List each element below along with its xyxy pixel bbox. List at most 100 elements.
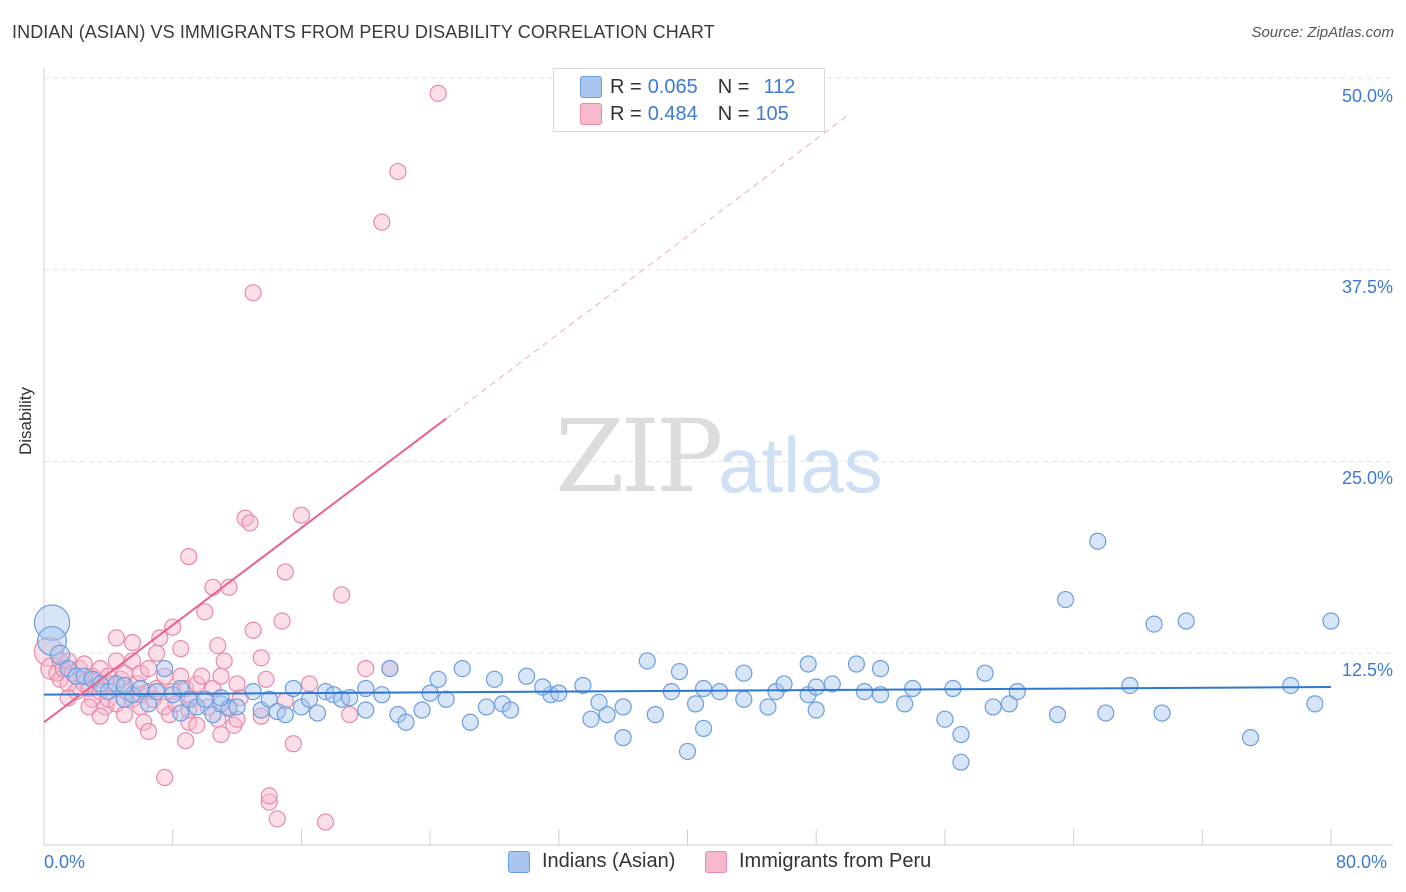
watermark-atlas: atlas bbox=[718, 421, 883, 509]
legend-swatch-blue bbox=[508, 850, 530, 873]
indians-point bbox=[799, 655, 817, 673]
peru-point bbox=[260, 793, 278, 811]
indians-point bbox=[148, 682, 166, 701]
indians-point bbox=[115, 676, 134, 695]
peru-point bbox=[204, 578, 222, 596]
peru-point bbox=[373, 213, 391, 231]
peru-point bbox=[300, 675, 319, 693]
peru-trend-line bbox=[43, 417, 447, 724]
indians-point bbox=[1322, 612, 1340, 630]
peru-point bbox=[148, 644, 166, 662]
peru-point bbox=[123, 633, 142, 652]
peru-point bbox=[156, 768, 174, 787]
peru-point bbox=[244, 621, 262, 639]
indians-point bbox=[49, 644, 71, 665]
indians-point bbox=[1056, 590, 1075, 609]
indians-point bbox=[638, 652, 656, 670]
watermark-zip: ZIP bbox=[555, 398, 723, 515]
peru-point bbox=[180, 548, 198, 566]
indians-point bbox=[936, 710, 954, 728]
indians-point bbox=[461, 713, 479, 731]
legend-item-indians[interactable]: Indians (Asian) bbox=[508, 850, 675, 873]
x-tick-label-left: 0.0% bbox=[44, 852, 86, 872]
indians-point bbox=[686, 695, 705, 713]
y-tick-label: 25.0% bbox=[1341, 468, 1393, 488]
indians-point bbox=[357, 701, 375, 719]
peru-point bbox=[212, 667, 230, 685]
peru-point bbox=[389, 162, 407, 181]
indians-point bbox=[614, 698, 632, 716]
peru-point bbox=[91, 707, 109, 725]
indians-point bbox=[1048, 706, 1067, 724]
peru-point bbox=[228, 675, 246, 693]
indians-point bbox=[735, 690, 753, 708]
indians-point bbox=[598, 706, 616, 724]
indians-point bbox=[855, 682, 874, 701]
legend-n-value: 105 bbox=[755, 102, 789, 125]
peru-trend-extension bbox=[445, 114, 849, 420]
indians-point bbox=[260, 690, 278, 708]
legend-item-peru[interactable]: Immigrants from Peru bbox=[705, 850, 931, 873]
indians-point bbox=[1145, 615, 1163, 633]
correlation-legend: R = 0.065 N = 112 R = 0.484 N = 105 bbox=[553, 68, 825, 132]
source-label: Source: ZipAtlas.com bbox=[1251, 24, 1394, 41]
legend-r-label: R = bbox=[610, 102, 642, 125]
peru-point bbox=[292, 506, 310, 524]
peru-point bbox=[151, 629, 169, 647]
legend-r-value: 0.484 bbox=[647, 102, 698, 125]
indians-point bbox=[397, 713, 415, 731]
indians-point bbox=[1089, 532, 1107, 550]
peru-point bbox=[276, 563, 294, 581]
indians-point bbox=[590, 693, 608, 711]
indians-point bbox=[823, 675, 841, 693]
indians-point bbox=[1121, 676, 1139, 695]
indians-point bbox=[735, 664, 753, 682]
peru-point bbox=[115, 706, 134, 724]
indians-trend-line bbox=[43, 685, 1332, 696]
peru-point bbox=[268, 810, 286, 828]
legend-n-value: 112 bbox=[763, 75, 796, 98]
legend-n-label: N = bbox=[717, 75, 750, 98]
peru-point bbox=[333, 586, 351, 604]
legend-r-value: 0.065 bbox=[647, 75, 698, 98]
indians-point bbox=[984, 698, 1002, 716]
indians-point bbox=[300, 690, 319, 708]
indians-point bbox=[976, 664, 994, 682]
indians-point bbox=[477, 698, 496, 716]
indians-point bbox=[1177, 612, 1195, 630]
indians-point bbox=[678, 742, 697, 761]
indians-point bbox=[324, 686, 343, 704]
peru-point bbox=[429, 84, 447, 102]
x-tick-label-right: 80.0% bbox=[1336, 852, 1388, 872]
peru-point bbox=[172, 640, 190, 658]
peru-point bbox=[220, 578, 238, 596]
indians-point bbox=[670, 663, 689, 681]
indians-point bbox=[156, 659, 174, 678]
peru-point bbox=[316, 813, 335, 831]
indians-point bbox=[373, 686, 391, 704]
indians-point bbox=[115, 690, 134, 708]
peru-point bbox=[212, 725, 230, 744]
peru-point bbox=[209, 636, 227, 655]
legend-swatch-blue bbox=[580, 76, 602, 98]
indians-point bbox=[413, 701, 431, 719]
indians-point bbox=[1000, 695, 1018, 713]
peru-point bbox=[260, 787, 278, 805]
indians-point bbox=[847, 655, 866, 673]
peru-point bbox=[284, 735, 302, 753]
indians-point bbox=[759, 698, 777, 716]
indians-point bbox=[33, 604, 71, 641]
indians-point bbox=[646, 706, 664, 724]
indians-point bbox=[1282, 676, 1300, 695]
legend-swatch-pink bbox=[705, 850, 727, 873]
peru-point bbox=[357, 659, 375, 678]
indians-point bbox=[694, 719, 713, 738]
indians-point bbox=[807, 678, 825, 696]
indians-point bbox=[694, 679, 713, 698]
indians-point bbox=[1306, 695, 1324, 713]
peru-point bbox=[196, 603, 214, 621]
peru-point bbox=[139, 722, 158, 741]
indians-point bbox=[807, 701, 825, 719]
indians-point bbox=[614, 729, 632, 747]
